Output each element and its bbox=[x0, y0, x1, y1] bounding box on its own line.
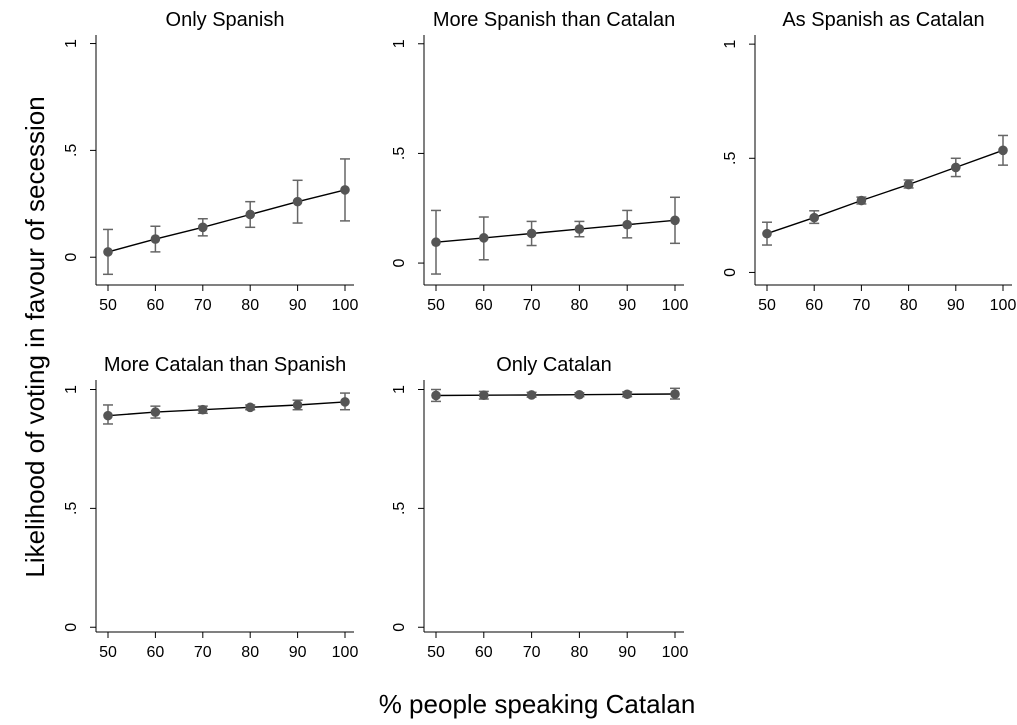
panel-title: More Spanish than Catalan bbox=[433, 9, 675, 31]
data-point bbox=[292, 400, 303, 410]
x-tick-label: 50 bbox=[99, 644, 117, 661]
panel-1: Only Spanish 50 60 70 80 90 100 0 .5 1 bbox=[63, 9, 358, 314]
y-tick-label: .5 bbox=[391, 147, 408, 160]
data-point bbox=[431, 237, 441, 248]
series-line bbox=[107, 189, 346, 253]
y-tick-label: .5 bbox=[722, 152, 739, 165]
x-tick-label: 80 bbox=[900, 297, 918, 314]
x-tick-label: 70 bbox=[523, 644, 541, 661]
x-tick-label: 60 bbox=[147, 644, 165, 661]
y-tick-label: 1 bbox=[63, 39, 80, 48]
x-axis-title: % people speaking Catalan bbox=[379, 689, 696, 719]
x-tick-label: 100 bbox=[662, 644, 689, 661]
data-point bbox=[198, 404, 208, 415]
x-tick-label: 100 bbox=[990, 297, 1017, 314]
data-point bbox=[526, 390, 537, 400]
data-point bbox=[340, 397, 350, 407]
data-point bbox=[622, 219, 632, 230]
data-point bbox=[103, 410, 113, 421]
x-tick-label: 90 bbox=[618, 644, 636, 661]
x-tick-label: 90 bbox=[947, 297, 965, 314]
data-point bbox=[762, 228, 772, 239]
x-tick-label: 100 bbox=[662, 297, 689, 314]
y-tick-label: 0 bbox=[391, 623, 408, 632]
x-tick-label: 90 bbox=[289, 297, 307, 314]
panel-title: As Spanish as Catalan bbox=[782, 9, 984, 31]
x-tick-label: 70 bbox=[853, 297, 871, 314]
data-point bbox=[292, 196, 303, 207]
data-point bbox=[526, 228, 537, 239]
x-tick-label: 80 bbox=[241, 297, 259, 314]
data-point bbox=[103, 247, 113, 257]
data-point bbox=[856, 195, 867, 206]
y-tick-label: 0 bbox=[63, 253, 80, 262]
panel-title: More Catalan than Spanish bbox=[104, 354, 346, 376]
x-tick-label: 80 bbox=[241, 644, 259, 661]
x-tick-label: 50 bbox=[758, 297, 776, 314]
data-point bbox=[479, 233, 489, 243]
x-tick-label: 60 bbox=[805, 297, 823, 314]
y-tick-label: 1 bbox=[63, 385, 80, 394]
x-tick-label: 50 bbox=[427, 644, 445, 661]
data-point bbox=[245, 402, 255, 413]
y-tick-label: 0 bbox=[63, 623, 80, 632]
data-point bbox=[245, 209, 255, 220]
x-tick-label: 60 bbox=[475, 644, 493, 661]
data-point bbox=[670, 389, 680, 399]
data-point bbox=[150, 234, 161, 244]
y-tick-label: 1 bbox=[391, 385, 408, 394]
y-tick-label: 0 bbox=[391, 259, 408, 268]
series-line bbox=[435, 219, 676, 243]
data-point bbox=[198, 222, 208, 233]
y-tick-label: .5 bbox=[63, 144, 80, 157]
data-point bbox=[340, 185, 350, 195]
data-point bbox=[150, 407, 161, 417]
data-point bbox=[574, 224, 585, 234]
panel-4: More Catalan than Spanish 50 60 70 80 90 100 0.… bbox=[63, 354, 358, 661]
y-tick-label: .5 bbox=[391, 502, 408, 515]
x-tick-label: 70 bbox=[523, 297, 541, 314]
data-point bbox=[431, 390, 441, 401]
y-tick-label: .5 bbox=[63, 502, 80, 515]
panel-title: Only Spanish bbox=[166, 9, 285, 31]
data-point bbox=[670, 215, 680, 226]
x-tick-label: 50 bbox=[427, 297, 445, 314]
data-point bbox=[479, 390, 489, 401]
series-line bbox=[435, 393, 676, 397]
x-tick-label: 80 bbox=[571, 297, 589, 314]
data-point bbox=[903, 179, 914, 190]
x-tick-label: 90 bbox=[289, 644, 307, 661]
x-tick-label: 60 bbox=[475, 297, 493, 314]
x-tick-label: 80 bbox=[571, 644, 589, 661]
x-tick-label: 100 bbox=[332, 297, 359, 314]
x-tick-label: 90 bbox=[618, 297, 636, 314]
y-tick-label: 1 bbox=[391, 39, 408, 48]
y-tick-label: 0 bbox=[722, 268, 739, 277]
data-point bbox=[809, 212, 819, 223]
x-tick-label: 100 bbox=[332, 644, 359, 661]
y-axis-title: Likelihood of voting in favour of secess… bbox=[20, 96, 50, 577]
data-point bbox=[622, 389, 632, 400]
x-tick-label: 70 bbox=[194, 644, 212, 661]
x-tick-label: 60 bbox=[147, 297, 165, 314]
series-line bbox=[107, 401, 346, 417]
panel-3: As Spanish as Catalan 50 60 70 80 90 100 0 .5 1 bbox=[722, 9, 1016, 314]
data-point bbox=[574, 389, 585, 400]
x-tick-label: 50 bbox=[99, 297, 117, 314]
panel-title: Only Catalan bbox=[496, 354, 612, 376]
panel-2: More Spanish than Catalan 50 60 70 80 90 100 0.… bbox=[391, 9, 688, 314]
panel-5: Only Catalan 50 60 70 80 90 100 0 .5 1 bbox=[391, 354, 688, 661]
y-tick-label: 1 bbox=[722, 40, 739, 49]
data-point bbox=[998, 145, 1008, 156]
data-point bbox=[951, 162, 961, 173]
x-tick-label: 70 bbox=[194, 297, 212, 314]
series-line bbox=[766, 149, 1004, 235]
